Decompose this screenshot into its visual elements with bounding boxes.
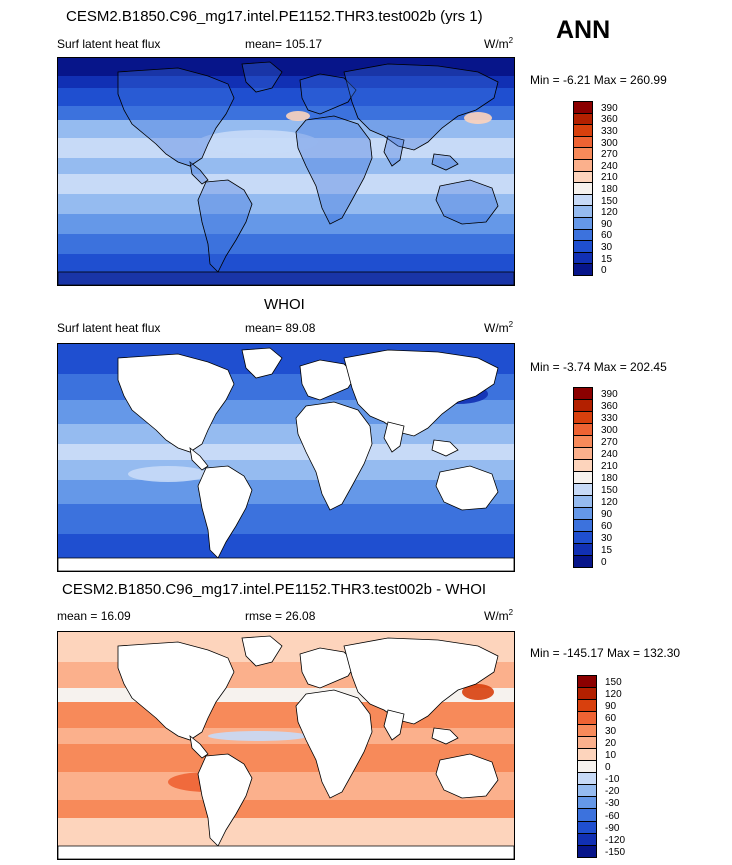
colorbar-label: 270 (601, 437, 618, 448)
panel-3-title: CESM2.B1850.C96_mg17.intel.PE1152.THR3.t… (62, 581, 487, 598)
panel-1-title: CESM2.B1850.C96_mg17.intel.PE1152.THR3.t… (66, 8, 483, 25)
panel-2-units: W/m2 (484, 320, 514, 335)
colorbar-label: 360 (601, 401, 618, 412)
colorbar-label: -90 (605, 822, 620, 834)
panel-2-colorbar: 390 360 330 300 270 240 210 180 150 120 90 60 30 15 0 (573, 387, 633, 568)
colorbar-label: 15 (601, 253, 613, 265)
colorbar-label: 60 (605, 713, 617, 725)
panel-3-colorbar: 150 120 90 60 30 20 10 0 -10 -20 -30 -60 -90 -120 -150 (577, 675, 637, 858)
colorbar-label: 0 (601, 557, 607, 568)
colorbar-label: 30 (601, 533, 613, 544)
colorbar-label: 60 (601, 521, 613, 532)
colorbar-label: 60 (601, 230, 613, 242)
season-label: ANN (556, 16, 611, 44)
colorbar-label: -60 (605, 810, 620, 822)
colorbar-label: -30 (605, 798, 620, 810)
panel-2-minmax: Min = -3.74 Max = 202.45 (530, 360, 667, 374)
colorbar-label: 360 (601, 114, 618, 126)
colorbar-label: 390 (601, 102, 618, 114)
panel-2-mean: mean= 89.08 (245, 321, 316, 335)
colorbar-label: 15 (601, 545, 613, 556)
colorbar-label: 300 (601, 425, 618, 436)
panel-2-title: WHOI (264, 296, 305, 313)
colorbar-label: -10 (605, 774, 620, 786)
colorbar-swatch (573, 263, 593, 276)
colorbar-label: 150 (601, 485, 618, 496)
colorbar-label: 0 (601, 265, 607, 277)
colorbar-label: 90 (601, 509, 613, 520)
colorbar-label: 0 (605, 762, 611, 773)
panel-3-minmax: Min = -145.17 Max = 132.30 (530, 646, 681, 660)
panel-3-units: W/m2 (484, 608, 514, 623)
colorbar-label: -150 (605, 846, 626, 858)
colorbar-label: 390 (601, 389, 618, 400)
colorbar-label: -120 (605, 834, 626, 846)
colorbar-label: 10 (605, 749, 617, 761)
colorbar-label: -20 (605, 786, 620, 798)
colorbar-label: 330 (601, 126, 618, 137)
colorbar-label: 210 (601, 172, 618, 184)
panel-2-variable: Surf latent heat flux (57, 321, 161, 335)
colorbar-swatch (577, 844, 597, 858)
colorbar-label: 20 (605, 737, 617, 749)
colorbar-label: 90 (601, 218, 613, 230)
panel-1-mean: mean= 105.17 (245, 37, 323, 51)
panel-3-rmse: rmse = 26.08 (245, 609, 316, 623)
colorbar-label: 120 (601, 497, 618, 508)
colorbar-swatch (573, 555, 593, 568)
colorbar-label: 240 (601, 449, 618, 460)
panel-3-map (57, 631, 515, 860)
colorbar-label: 330 (601, 413, 618, 424)
colorbar-label: 270 (601, 149, 618, 161)
panel-3-mean: mean = 16.09 (57, 609, 131, 623)
colorbar-label: 240 (601, 160, 618, 172)
colorbar-label: 30 (601, 242, 613, 253)
colorbar-label: 180 (601, 473, 618, 484)
colorbar-label: 90 (605, 701, 617, 713)
panel-1-units: W/m2 (484, 36, 514, 51)
colorbar-label: 150 (601, 195, 618, 207)
panel-1-colorbar: 390 360 330 300 270 240 210 180 150 120 90 60 30 15 0 (573, 101, 633, 277)
panel-1-variable: Surf latent heat flux (57, 37, 161, 51)
panel-1-map (57, 57, 515, 286)
colorbar-label: 210 (601, 461, 618, 472)
colorbar-label: 120 (601, 207, 618, 219)
panel-2-map (57, 343, 515, 572)
colorbar-label: 300 (601, 137, 618, 149)
colorbar-label: 120 (605, 689, 622, 701)
colorbar-label: 30 (605, 725, 617, 737)
colorbar-label: 150 (605, 677, 622, 689)
colorbar-label: 180 (601, 184, 618, 195)
panel-1-minmax: Min = -6.21 Max = 260.99 (530, 73, 667, 87)
